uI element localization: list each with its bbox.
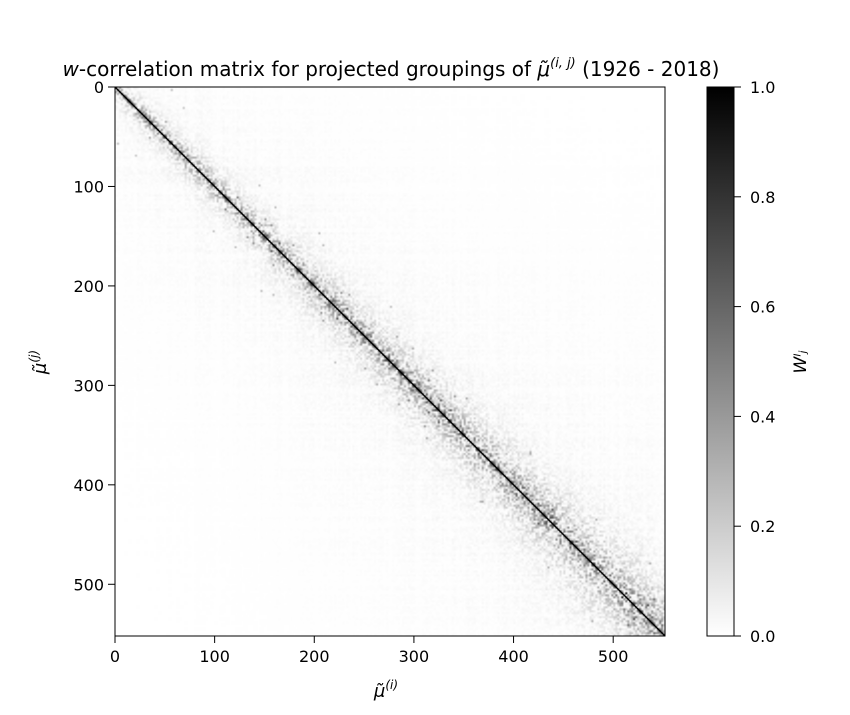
ylabel-superscript: (j) <box>27 350 41 363</box>
title-symbol: μ̃ <box>536 57 550 81</box>
chart-title: w-correlation matrix for projected group… <box>63 56 720 81</box>
x-tick-label: 300 <box>399 647 430 666</box>
colorbar-tick-label: 0.4 <box>750 407 775 426</box>
y-axis-label: μ̃(j) <box>27 350 51 375</box>
xlabel-symbol: μ̃ <box>373 681 385 702</box>
x-tick-label: 400 <box>498 647 529 666</box>
xlabel-superscript: (i) <box>385 678 398 692</box>
colorbar-tick-label: 1.0 <box>750 78 775 97</box>
y-tick-label: 200 <box>73 277 104 296</box>
colorbar-tick-label: 0.0 <box>750 627 775 646</box>
y-tick-label: 300 <box>73 376 104 395</box>
colorbar-axis: 0.0 0.2 0.4 0.6 0.8 1.0 <box>734 78 775 646</box>
x-tick-label: 500 <box>598 647 629 666</box>
colorbar-tick-label: 0.6 <box>750 298 775 317</box>
y-tick-label: 400 <box>73 476 104 495</box>
title-middle: -correlation matrix for projected groupi… <box>79 57 538 81</box>
y-tick-label: 0 <box>94 78 104 97</box>
y-axis: 0 100 200 300 400 500 <box>73 78 115 594</box>
colorbar-label: Wᴵⱼ <box>791 351 811 374</box>
y-tick-label: 100 <box>73 177 104 196</box>
title-suffix: (1926 - 2018) <box>576 57 720 81</box>
x-axis: 0 100 200 300 400 500 <box>110 636 629 666</box>
colorbar-tick-label: 0.2 <box>750 517 775 536</box>
colorbar <box>706 86 735 637</box>
colorbar-tick-label: 0.8 <box>750 188 775 207</box>
plot-frame <box>114 86 666 637</box>
title-prefix: w <box>63 57 80 81</box>
y-tick-label: 500 <box>73 575 104 594</box>
matrix-diagonal <box>115 87 665 636</box>
ylabel-symbol: μ̃ <box>30 363 51 375</box>
correlation-matrix <box>115 87 665 636</box>
x-tick-label: 200 <box>299 647 330 666</box>
x-tick-label: 100 <box>199 647 230 666</box>
x-tick-label: 0 <box>110 647 120 666</box>
x-axis-label: μ̃(i) <box>373 678 398 702</box>
title-superscript: (i, j) <box>550 56 576 71</box>
